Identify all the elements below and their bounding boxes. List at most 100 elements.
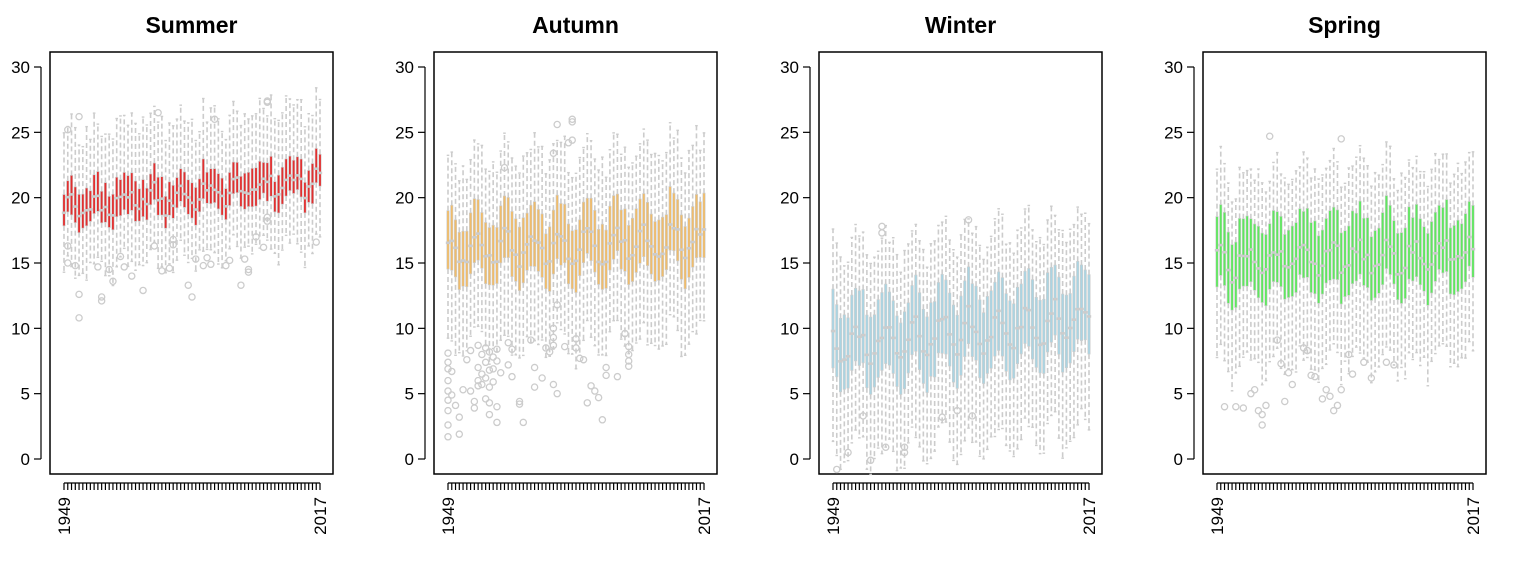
box-2015 xyxy=(1079,213,1084,410)
box-1974 xyxy=(155,121,161,270)
box-2003 xyxy=(1418,170,1423,367)
panel-autumn: Autumn 0 5 10 15 20 25 30 1949 2017 xyxy=(395,12,718,535)
box-1976 xyxy=(163,139,168,274)
box-1996 xyxy=(1007,242,1013,452)
outlier-point xyxy=(97,297,106,305)
outlier-point xyxy=(624,357,633,365)
box-2013 xyxy=(1071,223,1077,439)
box-body xyxy=(1437,205,1441,270)
box-body xyxy=(465,230,469,288)
box-1967 xyxy=(1282,177,1287,376)
box-1978 xyxy=(939,221,945,424)
outlier-point xyxy=(538,374,546,382)
box-1990 xyxy=(985,246,990,451)
box-2000 xyxy=(1022,208,1028,419)
box-1975 xyxy=(159,115,165,268)
box-2002 xyxy=(261,107,266,237)
box-body xyxy=(111,193,115,231)
box-body xyxy=(1049,267,1053,343)
box-1995 xyxy=(234,110,240,248)
box-1987 xyxy=(588,140,594,338)
box-2011 xyxy=(1448,182,1453,368)
box-body xyxy=(914,274,918,352)
box-1977 xyxy=(936,224,941,428)
box-1961 xyxy=(875,250,881,449)
box-1960 xyxy=(1256,168,1261,364)
x-tick-label: 2017 xyxy=(311,497,330,535)
box-1956 xyxy=(1241,172,1246,358)
box-1952 xyxy=(842,265,847,463)
box-1969 xyxy=(906,243,911,444)
box-1989 xyxy=(981,258,986,460)
box-body xyxy=(831,288,835,369)
box-1993 xyxy=(1380,163,1385,356)
box-2003 xyxy=(265,115,270,241)
box-2014 xyxy=(1459,172,1464,359)
outlier-point xyxy=(489,353,497,361)
outlier-point xyxy=(572,344,580,352)
box-1973 xyxy=(1305,157,1310,359)
box-body xyxy=(250,168,254,208)
box-body xyxy=(1253,223,1257,291)
box-body xyxy=(491,224,495,286)
outlier-point xyxy=(587,382,595,390)
box-body xyxy=(525,212,529,271)
box-1949 xyxy=(1214,168,1220,359)
box-body xyxy=(653,221,657,282)
box-2001 xyxy=(257,97,262,249)
box-body xyxy=(499,205,503,264)
box-1988 xyxy=(977,244,983,458)
box-body xyxy=(600,223,604,290)
box-1991 xyxy=(988,235,994,438)
box-2001 xyxy=(1026,204,1031,428)
outlier-point xyxy=(478,370,486,378)
box-1986 xyxy=(201,97,206,252)
outlier-point xyxy=(833,465,841,474)
box-2006 xyxy=(276,119,281,266)
box-1995 xyxy=(1387,145,1393,351)
outlier-point xyxy=(530,363,539,372)
outlier-point xyxy=(496,369,505,377)
outlier-point xyxy=(478,380,486,389)
box-body xyxy=(694,194,698,259)
outlier-point xyxy=(150,242,159,250)
outlier-point xyxy=(485,399,494,407)
box-1975 xyxy=(1312,168,1318,371)
box-body xyxy=(213,168,217,203)
box-1991 xyxy=(219,130,225,269)
box-1976 xyxy=(547,159,552,357)
box-body xyxy=(476,199,480,261)
outlier-point xyxy=(444,387,452,395)
box-1992 xyxy=(992,218,998,438)
box-body xyxy=(1219,204,1223,276)
outlier-point xyxy=(105,265,113,274)
box-body xyxy=(510,211,514,278)
box-2007 xyxy=(1433,152,1438,355)
box-1996 xyxy=(622,146,628,347)
box-body xyxy=(314,148,318,184)
outlier-point xyxy=(1247,389,1255,398)
box-1951 xyxy=(453,163,458,356)
box-1981 xyxy=(1335,161,1340,354)
box-body xyxy=(246,172,250,207)
box-body xyxy=(1223,212,1227,286)
box-body xyxy=(646,201,650,266)
x-tick-label: 1949 xyxy=(1208,497,1227,535)
box-1977 xyxy=(551,143,556,350)
box-body xyxy=(842,314,846,390)
outlier-point xyxy=(444,421,452,429)
box-1982 xyxy=(1339,186,1344,386)
outlier-point xyxy=(621,329,629,338)
outlier-point xyxy=(602,363,610,372)
box-1985 xyxy=(1350,165,1355,358)
outlier-point xyxy=(444,358,452,367)
box-1978 xyxy=(1323,167,1329,366)
box-body xyxy=(566,223,570,285)
box-body xyxy=(691,206,695,268)
box-2012 xyxy=(298,98,304,253)
box-1986 xyxy=(970,232,975,444)
box-1954 xyxy=(1233,198,1239,374)
box-1961 xyxy=(1259,182,1265,386)
box-body xyxy=(589,197,593,262)
box-2012 xyxy=(682,172,688,356)
